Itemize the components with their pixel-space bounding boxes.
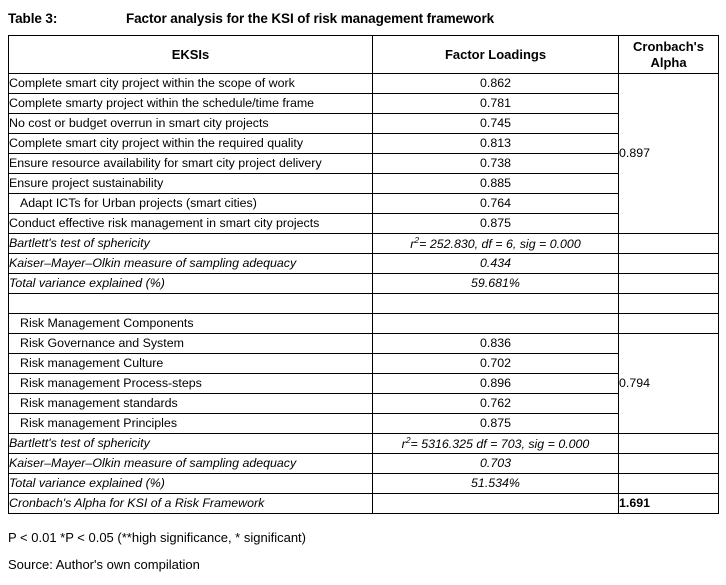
row-value: 0.762 — [372, 393, 619, 414]
row-value: 59.681% — [372, 273, 619, 294]
row-label: Adapt ICTs for Urban projects (smart cit… — [8, 193, 373, 214]
table-caption: Table 3: Factor analysis for the KSI of … — [8, 6, 718, 30]
table-row: Ensure resource availability for smart c… — [8, 153, 719, 174]
table-row: Complete smarty project within the sched… — [8, 93, 719, 114]
column-header-ekisis: EKSIs — [8, 35, 373, 74]
row-label — [8, 293, 373, 314]
table-header: EKSIs Factor Loadings Cronbach's Alpha — [8, 35, 719, 74]
row-value — [372, 293, 619, 314]
row-value: 0.896 — [372, 373, 619, 394]
row-label: Complete smart city project within the r… — [8, 133, 373, 154]
table-body: Complete smart city project within the s… — [8, 73, 719, 514]
cronbachs-alpha-empty — [618, 293, 719, 314]
table-header-row: EKSIs Factor Loadings Cronbach's Alpha — [8, 35, 719, 74]
row-value: 0.813 — [372, 133, 619, 154]
row-value: 0.875 — [372, 213, 619, 234]
table-row — [8, 293, 719, 314]
cronbachs-alpha-empty — [618, 313, 719, 334]
table-row: Risk management standards 0.762 — [8, 393, 719, 414]
row-value: 0.434 — [372, 253, 619, 274]
table-row: Complete smart city project within the s… — [8, 73, 719, 234]
row-label: Complete smarty project within the sched… — [8, 93, 373, 114]
row-label: Cronbach's Alpha for KSI of a Risk Frame… — [8, 493, 373, 514]
table-row: Kaiser–Mayer–Olkin measure of sampling a… — [8, 253, 719, 274]
row-label: Risk Management Components — [8, 313, 373, 334]
row-value: 0.885 — [372, 173, 619, 194]
row-value: 0.875 — [372, 413, 619, 434]
table-row: Bartlett's test of sphericity r2= 5316.32… — [8, 433, 719, 454]
factor-analysis-table: EKSIs Factor Loadings Cronbach's Alpha C… — [8, 35, 719, 514]
cronbachs-alpha-empty — [618, 233, 719, 254]
table-row: Risk Governance and System 0.836 0.794 — [8, 333, 719, 434]
row-label: Risk management Culture — [8, 353, 373, 374]
table-row: Total variance explained (%) 59.681% — [8, 273, 719, 294]
row-label: Bartlett's test of sphericity — [8, 433, 373, 454]
row-label: Ensure project sustainability — [8, 173, 373, 194]
table-row: Risk Management Components — [8, 313, 719, 334]
footnote-source: Source: Author's own compilation — [8, 557, 200, 572]
cronbachs-alpha-value: 0.897 — [618, 73, 719, 234]
row-label: Ensure resource availability for smart c… — [8, 153, 373, 174]
row-label: Risk management standards — [8, 393, 373, 414]
row-value: 0.764 — [372, 193, 619, 214]
cronbachs-alpha-empty — [618, 273, 719, 294]
footnote-significance: P < 0.01 *P < 0.05 (**high significance,… — [8, 530, 306, 545]
row-value: 51.534% — [372, 473, 619, 494]
table-row: Kaiser–Mayer–Olkin measure of sampling a… — [8, 453, 719, 474]
table-row: No cost or budget overrun in smart city … — [8, 113, 719, 134]
row-value: r2= 252.830, df = 6, sig = 0.000 — [372, 233, 619, 254]
table-row: Ensure project sustainability 0.885 — [8, 173, 719, 194]
table-row: Risk management Principles 0.875 — [8, 413, 719, 434]
row-label: Risk management Principles — [8, 413, 373, 434]
cronbachs-alpha-empty — [618, 473, 719, 494]
row-value: 0.702 — [372, 353, 619, 374]
table-row: Risk management Process-steps 0.896 — [8, 373, 719, 394]
cronbachs-alpha-empty — [618, 253, 719, 274]
row-label: Risk management Process-steps — [8, 373, 373, 394]
row-value: 0.738 — [372, 153, 619, 174]
table-row: Cronbach's Alpha for KSI of a Risk Frame… — [8, 493, 719, 514]
cronbachs-alpha-value: 1.691 — [618, 493, 719, 514]
row-label: Complete smart city project within the s… — [8, 73, 373, 94]
cronbachs-alpha-value: 0.794 — [618, 333, 719, 434]
row-value: 0.862 — [372, 73, 619, 94]
cronbachs-alpha-empty — [618, 433, 719, 454]
row-value: r2= 5316.325 df = 703, sig = 0.000 — [372, 433, 619, 454]
table-row: Complete smart city project within the r… — [8, 133, 719, 154]
row-value: 0.836 — [372, 333, 619, 354]
column-header-cronbachs-alpha: Cronbach's Alpha — [618, 35, 719, 74]
row-value: 0.703 — [372, 453, 619, 474]
row-label: Risk Governance and System — [8, 333, 373, 354]
row-label: No cost or budget overrun in smart city … — [8, 113, 373, 134]
table-row: Total variance explained (%) 51.534% — [8, 473, 719, 494]
table-caption-title: Factor analysis for the KSI of risk mana… — [126, 10, 495, 26]
row-label: Total variance explained (%) — [8, 473, 373, 494]
table-caption-label: Table 3: — [8, 10, 58, 26]
table-footnotes: P < 0.01 *P < 0.05 (**high significance,… — [8, 524, 718, 578]
table-row: Risk management Culture 0.702 — [8, 353, 719, 374]
row-value — [372, 493, 619, 514]
row-label: Kaiser–Mayer–Olkin measure of sampling a… — [8, 453, 373, 474]
row-value — [372, 313, 619, 334]
row-value: 0.745 — [372, 113, 619, 134]
row-label: Kaiser–Mayer–Olkin measure of sampling a… — [8, 253, 373, 274]
table-row: Conduct effective risk management in sma… — [8, 213, 719, 234]
column-header-factor-loadings: Factor Loadings — [372, 35, 619, 74]
row-label: Conduct effective risk management in sma… — [8, 213, 373, 234]
row-label: Total variance explained (%) — [8, 273, 373, 294]
row-label: Bartlett's test of sphericity — [8, 233, 373, 254]
table-row: Bartlett's test of sphericity r2= 252.830… — [8, 233, 719, 254]
factor-analysis-table-wrapper: EKSIs Factor Loadings Cronbach's Alpha C… — [8, 35, 719, 514]
cronbachs-alpha-empty — [618, 453, 719, 474]
table-row: Adapt ICTs for Urban projects (smart cit… — [8, 193, 719, 214]
row-value: 0.781 — [372, 93, 619, 114]
